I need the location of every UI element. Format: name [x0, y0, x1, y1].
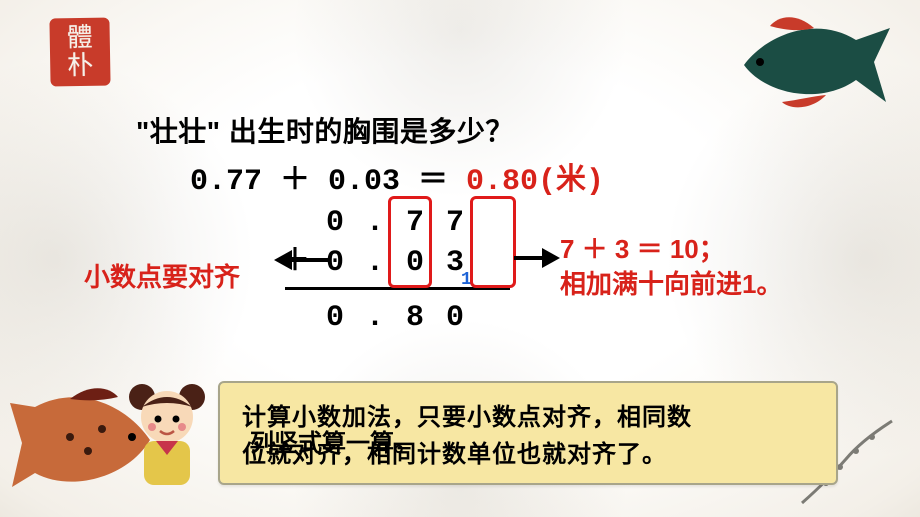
decimal-align-box [388, 196, 432, 288]
seal-char-1: 體 [67, 25, 93, 51]
expression-lhs: 0.77 ＋ 0.03 ＝ [190, 165, 466, 199]
ones-column-box [470, 196, 516, 288]
cell: 0 [435, 303, 475, 333]
note-right: 7 ＋ 3 ＝ 10； 相加满十向前进1。 [560, 232, 782, 302]
cell: . [355, 303, 395, 333]
fish-top-illustration [726, 10, 896, 115]
expression-answer: 0.80(米) [466, 165, 604, 199]
arrow-right-icon [514, 244, 560, 272]
result-row: 0 . 8 0 [275, 298, 510, 338]
cell: 0 [315, 303, 355, 333]
cell: 7 [435, 208, 475, 238]
note-left: 小数点要对齐 [84, 257, 240, 294]
question-text: "壮壮" 出生时的胸围是多少？ [136, 110, 514, 150]
note-right-line-1: 7 ＋ 3 ＝ 10； [560, 232, 782, 267]
arrow-left-icon [274, 246, 328, 274]
cell: 8 [395, 303, 435, 333]
cell: 0 [315, 208, 355, 238]
expression-line: 0.77 ＋ 0.03 ＝ 0.80(米) [190, 154, 604, 199]
seal-stamp: 體 朴 [49, 17, 110, 86]
tip-front-text: 列竖式算一算。 [250, 423, 418, 458]
tip-callout: 计算小数加法，只要小数点对齐，相同数 位就对齐，相同计数单位也就对齐了。 列竖式… [218, 381, 838, 485]
seal-char-2: 朴 [67, 53, 93, 79]
teacher-illustration [120, 375, 215, 487]
note-right-line-2: 相加满十向前进1。 [560, 267, 782, 302]
